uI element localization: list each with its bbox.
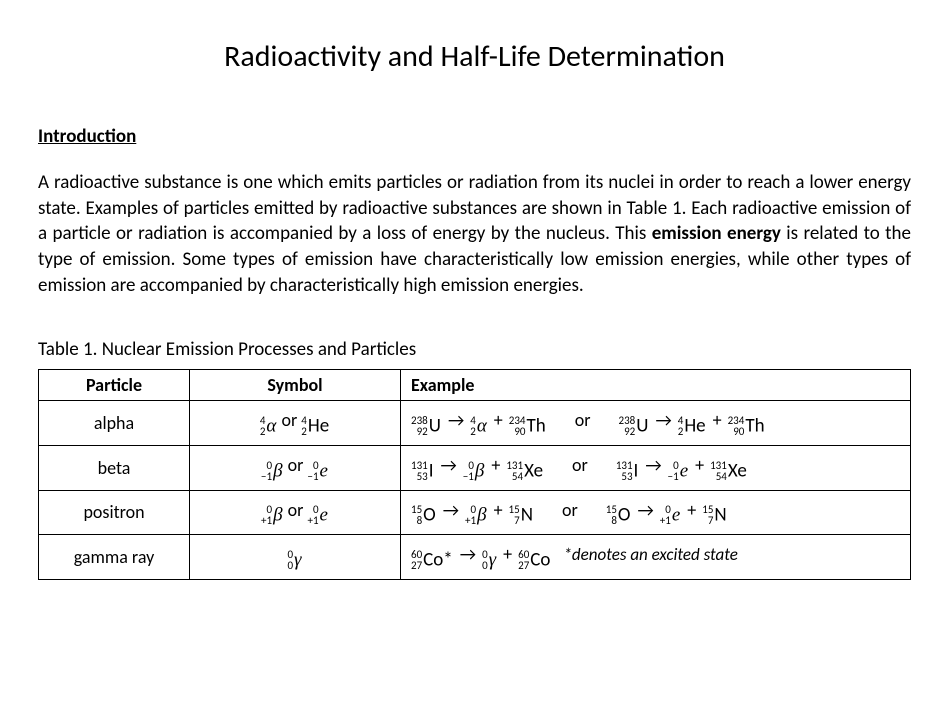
symbol-cell: 42α or 42He	[190, 401, 401, 446]
table-row: gamma ray 00γ 6027Co* → 00γ +6027Co *denotes a…	[39, 535, 911, 580]
isotope: 0+1e	[660, 504, 681, 526]
example-cell: 6027Co* → 00γ +6027Co *denotes an excited st…	[401, 535, 911, 580]
isotope: 13153I	[616, 460, 639, 482]
isotope: 158O	[411, 504, 436, 526]
isotope: 23892U	[411, 415, 441, 437]
col-header-particle: Particle	[39, 370, 190, 401]
plus: +	[687, 499, 696, 521]
particle-cell: beta	[39, 445, 190, 490]
plus: +	[695, 454, 704, 476]
particle-cell: gamma ray	[39, 535, 190, 580]
table-row: alpha42α or 42He23892U→42α+23490Thor2389…	[39, 401, 911, 446]
isotope: 13153I	[411, 460, 434, 482]
example-cell: 158O → 0+1β +157N or 158O → 0+1e +157N	[401, 490, 911, 535]
arrow: →	[638, 499, 654, 521]
isotope: 13154Xe	[506, 460, 543, 482]
isotope: 13154Xe	[710, 460, 747, 482]
isotope: 157N	[509, 504, 533, 526]
isotope: 00γ	[482, 549, 496, 571]
isotope: 0+1e	[307, 504, 328, 526]
isotope: 0−1e	[668, 460, 689, 482]
arrow: →	[645, 454, 661, 476]
isotope: 158O	[606, 504, 631, 526]
arrow: →	[441, 454, 457, 476]
particle-cell: positron	[39, 490, 190, 535]
table-row: positron0+1β or 0+1e158O→0+1β+157Nor158O…	[39, 490, 911, 535]
table-row: beta0−1β or 0−1e13153I→0−1β+13154Xeor131…	[39, 445, 911, 490]
table-caption: Table 1. Nuclear Emission Processes and …	[38, 338, 911, 361]
example-cell: 13153I → 0−1β +13154Xe or 13153I → 0−1e +13154Xe	[401, 445, 911, 490]
symbol-cell: 0+1β or 0+1e	[190, 490, 401, 535]
example-cell: 23892U → 42α +23490Th or 23892U → 42He +23490Th	[401, 401, 911, 446]
isotope: 23892U	[619, 415, 649, 437]
arrow: →	[448, 409, 464, 431]
isotope: 0−1β	[261, 460, 283, 482]
plus: +	[713, 409, 722, 431]
arrow: →	[443, 499, 459, 521]
isotope: 157N	[702, 504, 726, 526]
isotope: 0+1β	[261, 504, 283, 526]
isotope: 0−1e	[307, 460, 328, 482]
isotope: 6027Co	[518, 549, 550, 571]
isotope: 0+1β	[465, 504, 487, 526]
emission-table: Particle Symbol Example alpha42α or 42He…	[38, 369, 911, 580]
isotope: 42α	[260, 415, 277, 437]
particle-cell: alpha	[39, 401, 190, 446]
footnote: *denotes an excited state	[563, 544, 737, 565]
or-label: or	[562, 499, 578, 521]
section-heading-introduction: Introduction	[38, 125, 911, 148]
arrow: →	[460, 543, 476, 565]
table-body: alpha42α or 42He23892U→42α+23490Thor2389…	[39, 401, 911, 580]
isotope: 00γ	[287, 549, 301, 571]
isotope: 42He	[678, 415, 706, 437]
col-header-example: Example	[401, 370, 911, 401]
or-label: or	[575, 409, 591, 431]
col-header-symbol: Symbol	[190, 370, 401, 401]
isotope: 42α	[470, 415, 487, 437]
page-title: Radioactivity and Half-Life Determinatio…	[38, 38, 911, 75]
table-header-row: Particle Symbol Example	[39, 370, 911, 401]
plus: +	[494, 499, 503, 521]
plus: +	[503, 543, 512, 565]
or-label: or	[572, 454, 588, 476]
intro-paragraph: A radioactive substance is one which emi…	[38, 170, 911, 298]
isotope: 6027Co*	[411, 549, 453, 571]
plus: +	[491, 454, 500, 476]
document-page: Radioactivity and Half-Life Determinatio…	[0, 0, 949, 721]
isotope: 42He	[301, 415, 329, 437]
symbol-cell: 0−1β or 0−1e	[190, 445, 401, 490]
plus: +	[494, 409, 503, 431]
isotope: 23490Th	[509, 415, 546, 437]
arrow: →	[655, 409, 671, 431]
symbol-cell: 00γ	[190, 535, 401, 580]
isotope: 0−1β	[463, 460, 485, 482]
isotope: 23490Th	[728, 415, 765, 437]
